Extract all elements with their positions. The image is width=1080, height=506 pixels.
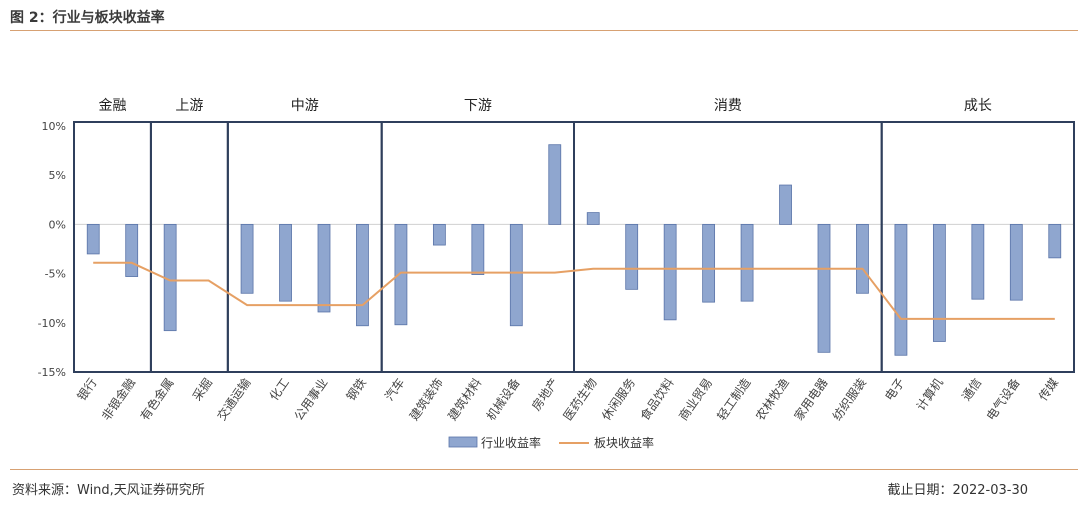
- x-tick-label: 建筑装饰: [406, 375, 446, 423]
- legend-bar-swatch: [448, 436, 478, 448]
- sector-line: [93, 261, 1055, 320]
- y-tick-label: 5%: [49, 169, 66, 182]
- legend-line-label: 板块收益率: [594, 435, 654, 450]
- group-label: 下游: [464, 98, 492, 114]
- y-tick-label: -5%: [45, 268, 66, 281]
- x-tick-label: 通信: [959, 376, 984, 404]
- x-tick-label: 化工: [267, 376, 292, 404]
- bar: [548, 144, 562, 225]
- y-tick-label: -15%: [38, 366, 66, 379]
- bar: [1009, 223, 1023, 301]
- bar: [86, 223, 100, 255]
- bar: [856, 223, 869, 294]
- bar: [394, 223, 408, 326]
- bar: [702, 223, 716, 303]
- y-tick-label: 0%: [49, 218, 66, 231]
- bar: [279, 223, 292, 302]
- x-tick-label: 轻工制造: [715, 376, 754, 423]
- bar: [663, 223, 677, 321]
- bar: [240, 223, 254, 294]
- x-tick-label: 采掘: [189, 375, 215, 403]
- bar: [432, 223, 446, 246]
- x-tick-label: 食品饮料: [637, 375, 677, 423]
- legend-bar-label: 行业收益率: [481, 435, 541, 450]
- x-tick-label: 商业贸易: [675, 375, 715, 423]
- x-tick-label: 机械设备: [483, 375, 523, 423]
- x-tick-label: 休闲服务: [598, 375, 638, 423]
- group-label: 成长: [964, 98, 992, 114]
- title-bar: 图 2：行业与板块收益率: [10, 2, 1078, 31]
- bar: [779, 184, 792, 225]
- bar: [894, 223, 908, 356]
- y-tick-label: 10%: [42, 120, 66, 133]
- bar: [740, 223, 754, 302]
- bar: [471, 223, 485, 275]
- x-tick-label: 电子: [882, 376, 907, 404]
- x-tick-label: 家用电器: [791, 375, 831, 423]
- bar: [1048, 223, 1062, 259]
- x-tick-label: 传媒: [1035, 375, 1061, 403]
- x-tick-label: 公用事业: [291, 376, 330, 423]
- bar: [817, 223, 831, 353]
- x-tick-label: 非银金融: [98, 375, 138, 423]
- group-label: 金融: [98, 98, 126, 114]
- group-label: 上游: [175, 98, 203, 114]
- x-tick-label: 农林牧渔: [753, 376, 792, 423]
- bar: [509, 223, 523, 327]
- bar: [586, 212, 600, 225]
- group-box: [149, 121, 229, 373]
- y-tick-label: -10%: [38, 317, 66, 330]
- group-box: [880, 121, 1076, 373]
- source-note: 资料来源：Wind,天风证券研究所: [12, 483, 205, 498]
- group-box: [573, 121, 883, 373]
- bottom-rule: [10, 469, 1078, 470]
- bar: [971, 223, 985, 300]
- x-tick-label: 银行: [74, 376, 99, 404]
- group-box: [73, 121, 152, 373]
- group-label: 中游: [291, 98, 319, 114]
- x-tick-label: 汽车: [381, 375, 407, 403]
- x-tick-label: 交通运输: [214, 375, 254, 423]
- bar: [932, 223, 946, 342]
- x-tick-label: 电气设备: [983, 375, 1023, 423]
- x-tick-label: 医药生物: [561, 376, 600, 423]
- x-tick-label: 纺织服装: [830, 376, 869, 423]
- x-tick-label: 房地产: [528, 375, 561, 413]
- x-tick-label: 钢铁: [344, 376, 369, 404]
- bar: [625, 223, 639, 290]
- bar: [317, 223, 331, 313]
- group-label: 消费: [714, 98, 742, 114]
- figure-title: 图 2：行业与板块收益率: [10, 10, 165, 26]
- x-tick-label: 建筑材料: [444, 375, 484, 423]
- bar: [356, 223, 369, 327]
- x-tick-label: 计算机: [913, 375, 946, 413]
- bar: [125, 223, 139, 277]
- as-of-date: 截止日期：2022-03-30: [887, 483, 1028, 498]
- x-tick-label: 有色金属: [137, 375, 177, 423]
